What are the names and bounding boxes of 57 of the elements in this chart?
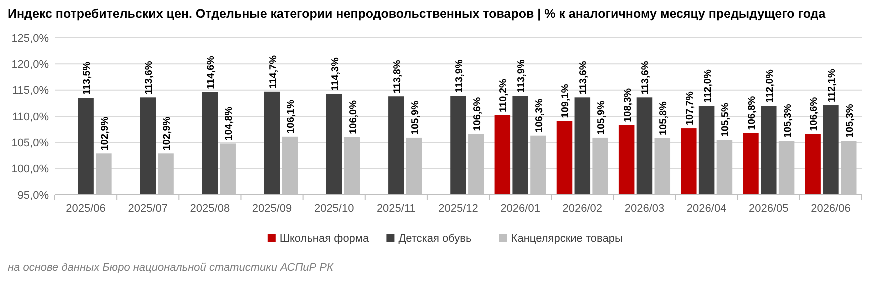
legend-label: Канцелярские товары — [511, 232, 623, 245]
data-label: 105,3% — [844, 104, 856, 138]
data-label: 106,0% — [348, 100, 360, 134]
legend-label: Школьная форма — [280, 232, 370, 245]
data-label: 106,1% — [286, 100, 298, 134]
data-label: 113,6% — [640, 61, 652, 95]
y-tick-label: 95,0% — [18, 190, 50, 202]
x-tick-label: 2026/02 — [562, 203, 603, 215]
x-tick-label: 2025/12 — [438, 203, 478, 215]
data-label: 110,2% — [498, 78, 510, 112]
data-label: 114,3% — [330, 58, 342, 91]
data-label: 104,8% — [224, 106, 236, 141]
data-label: 114,6% — [206, 56, 218, 90]
data-label: 113,6% — [578, 61, 590, 95]
data-label: 112,1% — [826, 69, 838, 103]
x-tick-label: 2025/10 — [314, 203, 354, 215]
x-tick-label: 2025/07 — [128, 203, 168, 215]
data-label: 102,9% — [100, 116, 111, 151]
legend-label: Детская обувь — [398, 232, 472, 245]
data-label: 112,0% — [702, 70, 714, 104]
data-label: 113,6% — [144, 61, 156, 95]
data-label: 114,7% — [268, 55, 280, 89]
y-tick-label: 115,0% — [12, 85, 50, 98]
x-tick-label: 2026/04 — [686, 203, 727, 215]
x-tick-label: 2026/03 — [624, 203, 665, 215]
chart-title: Индекс потребительских цен. Отдельные категории непродовольственных товаров | % к аналогичному месяцу предыдущего года — [8, 7, 827, 21]
data-label: 102,9% — [162, 116, 174, 151]
y-tick-label: 125,0% — [12, 32, 50, 45]
data-label: 107,7% — [684, 92, 696, 126]
data-label: 109,1% — [560, 84, 572, 118]
data-label: 105,3% — [782, 104, 794, 138]
data-label: 112,0% — [764, 70, 776, 104]
data-label: 105,9% — [596, 100, 608, 135]
y-tick-label: 120,0% — [12, 59, 50, 72]
x-tick-label: 2025/06 — [66, 203, 106, 215]
text: на основе данных Бюро национальной статистики АСПиР РК — [8, 262, 334, 274]
data-label: 105,8% — [658, 101, 670, 136]
data-label: 105,9% — [410, 100, 422, 135]
x-tick-label: 2026/06 — [811, 203, 851, 215]
y-tick-label: 100,0% — [12, 164, 50, 176]
y-tick-label: 110,0% — [12, 111, 50, 124]
data-label: 106,3% — [534, 98, 546, 133]
data-label: 105,5% — [720, 103, 732, 138]
x-tick-label: 2025/11 — [376, 203, 416, 215]
x-tick-label: 2025/09 — [252, 203, 292, 215]
data-label: 106,6% — [809, 97, 820, 132]
data-label: 106,6% — [472, 97, 484, 132]
data-label: 113,9% — [454, 60, 466, 94]
data-label: 108,3% — [622, 88, 634, 122]
x-tick-label: 2026/01 — [500, 203, 540, 215]
data-label: 113,8% — [392, 60, 404, 94]
data-label: 113,9% — [516, 60, 528, 94]
data-label: 113,5% — [82, 62, 94, 96]
data-label: 106,8% — [746, 96, 758, 130]
x-tick-label: 2026/05 — [749, 203, 789, 215]
x-tick-label: 2025/08 — [190, 203, 230, 215]
y-tick-label: 105,0% — [12, 138, 50, 150]
